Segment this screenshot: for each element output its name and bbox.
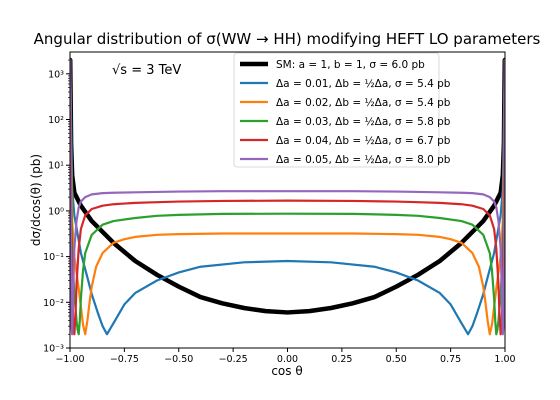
y-tick-label: 10⁻¹ [43, 252, 64, 263]
y-tick-label: 10⁻² [43, 298, 64, 309]
y-tick-label: 10⁰ [48, 206, 64, 217]
legend: SM: a = 1, b = 1, σ = 6.0 pb Δa = 0.01, Δ… [233, 52, 451, 168]
x-tick-label: −1.00 [55, 354, 84, 365]
legend-frame [233, 52, 440, 168]
series-line-delta-5 [70, 58, 505, 336]
series-line-delta-4 [70, 58, 505, 336]
series-line-delta-2 [70, 58, 505, 336]
series-layer [70, 57, 505, 336]
y-tick-label: 10¹ [48, 161, 64, 172]
x-tick-label: 0.75 [440, 354, 461, 365]
y-axis-label: dσ/dcos(θ) (pb) [29, 154, 43, 246]
x-tick-label: −0.50 [164, 354, 193, 365]
legend-entry-label: SM: a = 1, b = 1, σ = 6.0 pb [276, 59, 425, 71]
series-line-sm [70, 57, 505, 315]
y-axis: 10⁻³ 10⁻² 10⁻¹ 10⁰ 10¹ 10² 10³ [43, 59, 70, 355]
legend-entry-label: Δa = 0.04, Δb = ½Δa, σ = 6.7 pb [276, 135, 451, 147]
y-tick-label: 10³ [48, 69, 64, 80]
legend-entry-label: Δa = 0.03, Δb = ½Δa, σ = 5.8 pb [276, 116, 451, 128]
x-tick-label: 0.00 [277, 354, 298, 365]
legend-entry-label: Δa = 0.02, Δb = ½Δa, σ = 5.4 pb [276, 97, 451, 109]
y-tick-label: 10² [48, 115, 64, 126]
x-tick-label: 0.50 [386, 354, 407, 365]
legend-entry-label: Δa = 0.01, Δb = ½Δa, σ = 5.4 pb [276, 78, 451, 90]
x-tick-label: −0.25 [219, 354, 248, 365]
series-line-delta-1 [70, 58, 505, 336]
y-tick-label: 10⁻³ [43, 344, 64, 355]
x-tick-label: 0.25 [331, 354, 352, 365]
series-line-delta-3 [70, 58, 505, 336]
x-tick-label: 1.00 [494, 354, 515, 365]
x-tick-label: −0.75 [110, 354, 139, 365]
x-axis-label: cos θ [271, 364, 302, 378]
chart-title: Angular distribution of σ(WW → HH) modif… [34, 30, 541, 48]
energy-annotation: √s = 3 TeV [112, 63, 181, 78]
legend-entry-label: Δa = 0.05, Δb = ½Δa, σ = 8.0 pb [276, 154, 451, 166]
x-axis: −1.00 −0.75 −0.50 −0.25 0.00 0.25 0.50 0.75 1.00 [55, 348, 516, 365]
